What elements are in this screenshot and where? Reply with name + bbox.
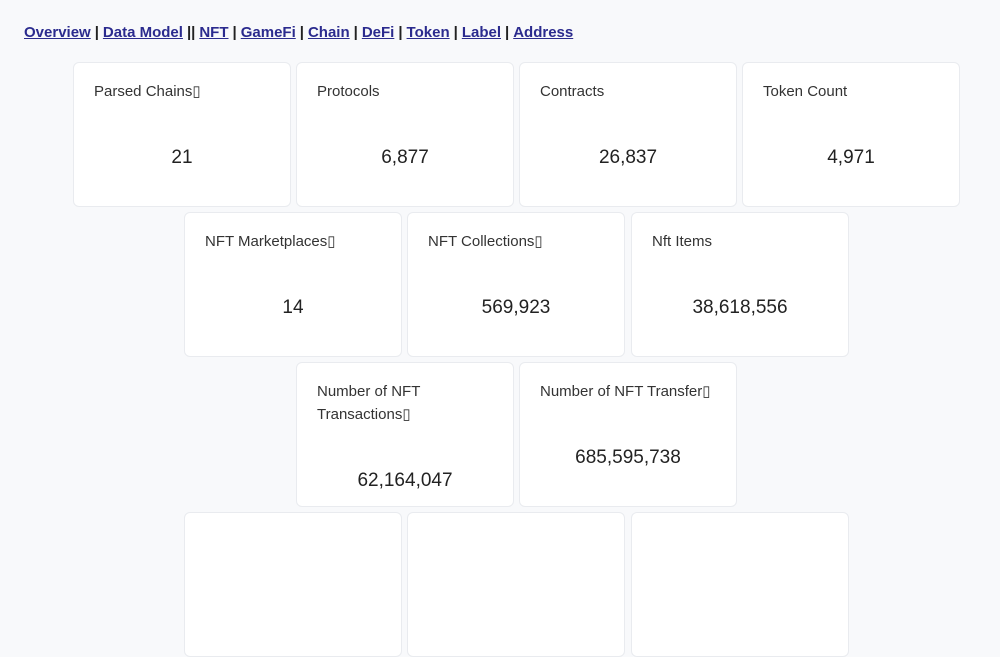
stat-card-protocols: Protocols 6,877: [296, 62, 514, 207]
nav-separator: ||: [186, 24, 196, 41]
stat-label: Parsed Chains▯: [94, 83, 201, 100]
nav-link-nft[interactable]: NFT: [199, 24, 229, 41]
stat-card-nft-items: Nft Items 38,618,556: [631, 212, 849, 357]
stat-value: 21: [171, 147, 193, 168]
stat-value: 14: [282, 297, 304, 318]
stat-card: [407, 512, 625, 657]
nav-separator: |: [299, 24, 304, 41]
stat-card: [631, 512, 849, 657]
nav-separator: |: [505, 24, 510, 41]
stat-card-nft-transactions: Number of NFT Transactions▯ 62,164,047: [296, 362, 514, 507]
nav-link-chain[interactable]: Chain: [307, 24, 350, 41]
stat-label: Protocols: [317, 83, 380, 100]
stat-label: Nft Items: [652, 233, 713, 250]
nav-separator: |: [353, 24, 358, 41]
nav-separator: |: [453, 24, 458, 41]
stat-card-token-count: Token Count 4,971: [742, 62, 960, 207]
stat-label: NFT Marketplaces▯: [205, 233, 336, 250]
stat-label: Token Count: [763, 83, 848, 100]
stat-card-nft-collections: NFT Collections▯ 569,923: [407, 212, 625, 357]
stat-value: 569,923: [481, 297, 551, 318]
top-navigation: Overview | Data Model || NFT | GameFi | Chain | De…: [24, 24, 573, 41]
stat-label: NFT Collections▯: [428, 233, 543, 250]
stat-card: [184, 512, 402, 657]
stat-value: 685,595,738: [575, 447, 681, 468]
stat-value: 4,971: [827, 147, 875, 168]
stat-card-nft-transfer: Number of NFT Transfer▯ 685,595,738: [519, 362, 737, 507]
nav-separator: |: [398, 24, 403, 41]
stat-value: 38,618,556: [692, 297, 788, 318]
stat-label: Contracts: [540, 83, 605, 100]
stat-value: 62,164,047: [357, 470, 453, 491]
nav-link-data-model[interactable]: Data Model: [102, 24, 183, 41]
stat-label: Number of NFT Transactions▯: [317, 383, 421, 423]
stat-card-parsed-chains: Parsed Chains▯ 21: [73, 62, 291, 207]
nav-link-gamefi[interactable]: GameFi: [240, 24, 296, 41]
nav-link-token[interactable]: Token: [406, 24, 450, 41]
nav-separator: |: [94, 24, 99, 41]
stat-value: 6,877: [381, 147, 429, 168]
stat-label: Number of NFT Transfer▯: [540, 383, 711, 400]
nav-link-label[interactable]: Label: [461, 24, 501, 41]
nav-link-defi[interactable]: DeFi: [361, 24, 395, 41]
stat-value: 26,837: [598, 147, 658, 168]
stat-card-contracts: Contracts 26,837: [519, 62, 737, 207]
nav-link-address[interactable]: Address: [513, 24, 574, 41]
nav-separator: |: [232, 24, 237, 41]
nav-link-overview[interactable]: Overview: [24, 24, 91, 41]
stat-card-nft-marketplaces: NFT Marketplaces▯ 14: [184, 212, 402, 357]
